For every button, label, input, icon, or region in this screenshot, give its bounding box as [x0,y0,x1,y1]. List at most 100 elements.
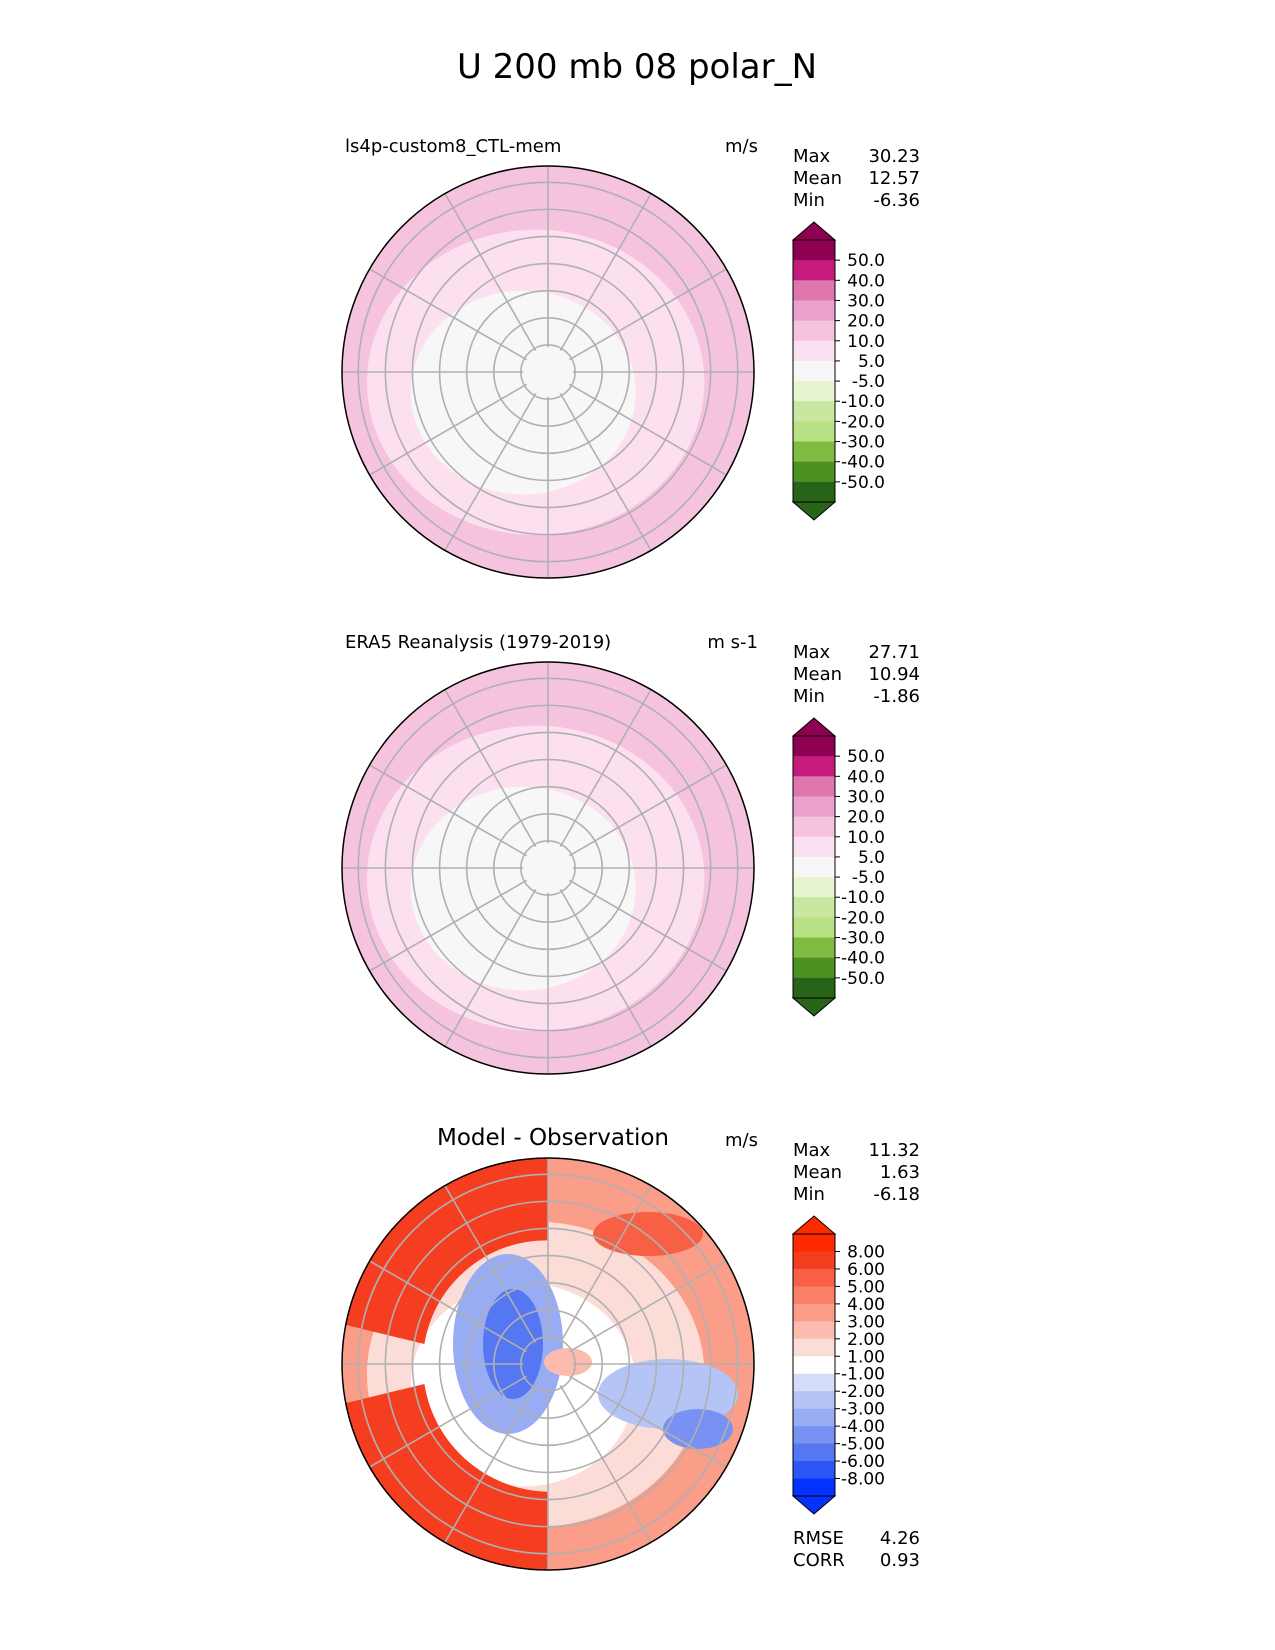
colorbar-segment [793,856,835,878]
panels: ls4p-custom8_CTL-mem m/s Max 30.23 Mean 12.57… [341,136,920,1571]
field-band-positive [342,1384,548,1570]
colorbar-segment [793,1251,835,1270]
colorbar-over-arrow [791,1215,837,1235]
panel-units: m/s [725,136,758,157]
stat-label: Min [793,190,825,211]
colorbar-segment [793,796,835,818]
meridian-line [369,764,527,857]
stat-value: 12.57 [868,168,920,189]
colorbar-under-arrow [791,1495,837,1515]
colorbar: 50.040.030.020.010.05.0-5.0-10.0-20.0-30… [791,221,885,521]
colorbar-tick-label: -8.00 [841,1470,885,1490]
meridian-line [369,268,527,361]
colorbar-tick-label: -10.0 [841,392,885,412]
panel-title: ERA5 Reanalysis (1979-2019) [345,632,611,653]
meridian-line [569,268,727,361]
footer-stat-label: RMSE [793,1528,844,1549]
meridian-line [369,1260,527,1353]
meridian-line [369,1375,527,1468]
map-outline [341,165,755,579]
stat-label: Max [793,146,831,167]
colorbar-tick-label: 50.0 [847,251,885,271]
colorbar-tick-label: -1.00 [841,1365,885,1385]
panel-1: ls4p-custom8_CTL-mem m/s Max 30.23 Mean 12.57… [341,136,920,579]
colorbar-frame [792,1233,836,1497]
colorbar-under-arrow [791,997,837,1017]
colorbar-tick-label: -20.0 [841,908,885,928]
colorbar-frame [792,239,836,503]
colorbar-segment [793,1338,835,1357]
colorbar-tick-label: -30.0 [841,433,885,453]
colorbar-tick-label: 5.00 [847,1277,885,1297]
field-band-positive [342,1158,548,1344]
colorbar-segment [793,320,835,342]
colorbar-tick-label: -5.0 [852,372,885,392]
colorbar-segment [793,481,835,503]
meridian-line [569,1375,727,1468]
meridian-line [444,889,537,1047]
colorbar-tick-label: -30.0 [841,929,885,949]
colorbar-over-arrow [791,717,837,737]
footer-stat-value: 4.26 [880,1528,920,1549]
colorbar-segment [793,816,835,838]
field-band-positive [544,1348,592,1376]
colorbar-segment [793,280,835,301]
colorbar-tick-label: -3.00 [841,1400,885,1420]
meridian-line [444,193,537,351]
stats-block: Max 11.32 Mean 1.63 Min -6.18 [793,1140,920,1205]
stat-label: Mean [793,1162,842,1183]
colorbar-tick-label: -6.00 [841,1452,885,1472]
meridian-line [559,393,652,551]
colorbar-tick-label: -5.00 [841,1435,885,1455]
colorbar-segment [793,441,835,463]
colorbar-tick-label: 20.0 [847,312,885,332]
field-band [410,290,636,495]
stat-value: 10.94 [868,664,920,685]
stats-block: Max 27.71 Mean 10.94 Min -1.86 [793,642,920,707]
colorbar-tick-label: 10.0 [847,332,885,352]
colorbar-frame [792,735,836,999]
stat-value: 11.32 [868,1140,920,1161]
meridian-line [569,383,727,476]
stat-value: -6.18 [873,1184,920,1205]
colorbar-tick-label: -50.0 [841,473,885,493]
colorbar-tick-label: 30.0 [847,291,885,311]
colorbar-segment [793,340,835,362]
panel-title: Model - Observation [437,1125,669,1151]
colorbar-tick-label: 40.0 [847,271,885,291]
colorbar-segment [793,461,835,483]
colorbar-segment [793,1408,835,1427]
colorbar-tick-label: 5.0 [858,848,885,868]
stat-label: Mean [793,664,842,685]
meridian-line [369,383,527,476]
stat-value: 1.63 [880,1162,920,1183]
stat-value: 27.71 [868,642,920,663]
panel-units: m s-1 [707,632,758,653]
colorbar-tick-label: 1.00 [847,1347,885,1367]
colorbar-tick-label: -10.0 [841,888,885,908]
meridian-line [444,393,537,551]
stat-label: Min [793,1184,825,1205]
stat-value: -6.36 [873,190,920,211]
colorbar-tick-label: -20.0 [841,412,885,432]
colorbar-tick-label: -2.00 [841,1382,885,1402]
footer-stat-value: 0.93 [880,1550,920,1571]
panel-units: m/s [725,1130,758,1151]
colorbar-tick-label: 10.0 [847,828,885,848]
colorbar-segment [793,897,835,918]
graticule [342,1158,754,1570]
colorbar-segment [793,1321,835,1340]
footer-stats: RMSE 4.26 CORR 0.93 [793,1528,920,1571]
colorbar-segment [793,957,835,979]
stat-label: Mean [793,168,842,189]
colorbar-tick-label: -50.0 [841,969,885,989]
colorbar-segment [793,1356,835,1375]
stats-block: Max 30.23 Mean 12.57 Min -6.36 [793,146,920,211]
colorbar-segment [793,1303,835,1322]
colorbar-segment [793,977,835,999]
colorbar-segment [793,917,835,939]
panel-title: ls4p-custom8_CTL-mem [345,136,561,157]
colorbar-tick-label: 8.00 [847,1242,885,1262]
colorbar-segment [793,1234,835,1252]
